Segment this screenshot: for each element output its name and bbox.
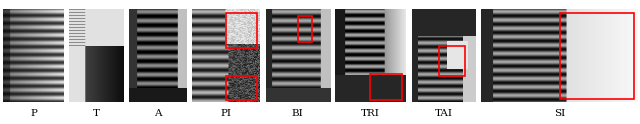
Text: P: P [30, 109, 37, 118]
Text: TAI: TAI [435, 109, 452, 118]
Text: T: T [93, 109, 100, 118]
Text: PI: PI [220, 109, 231, 118]
Bar [226, 13, 257, 48]
Text: A: A [154, 109, 162, 118]
Bar [226, 76, 257, 100]
Text: SI: SI [554, 109, 565, 118]
Bar [298, 16, 312, 42]
Text: TRI: TRI [361, 109, 380, 118]
Bar [560, 13, 634, 99]
Text: BI: BI [292, 109, 303, 118]
Bar [370, 74, 402, 100]
Bar [439, 46, 465, 76]
